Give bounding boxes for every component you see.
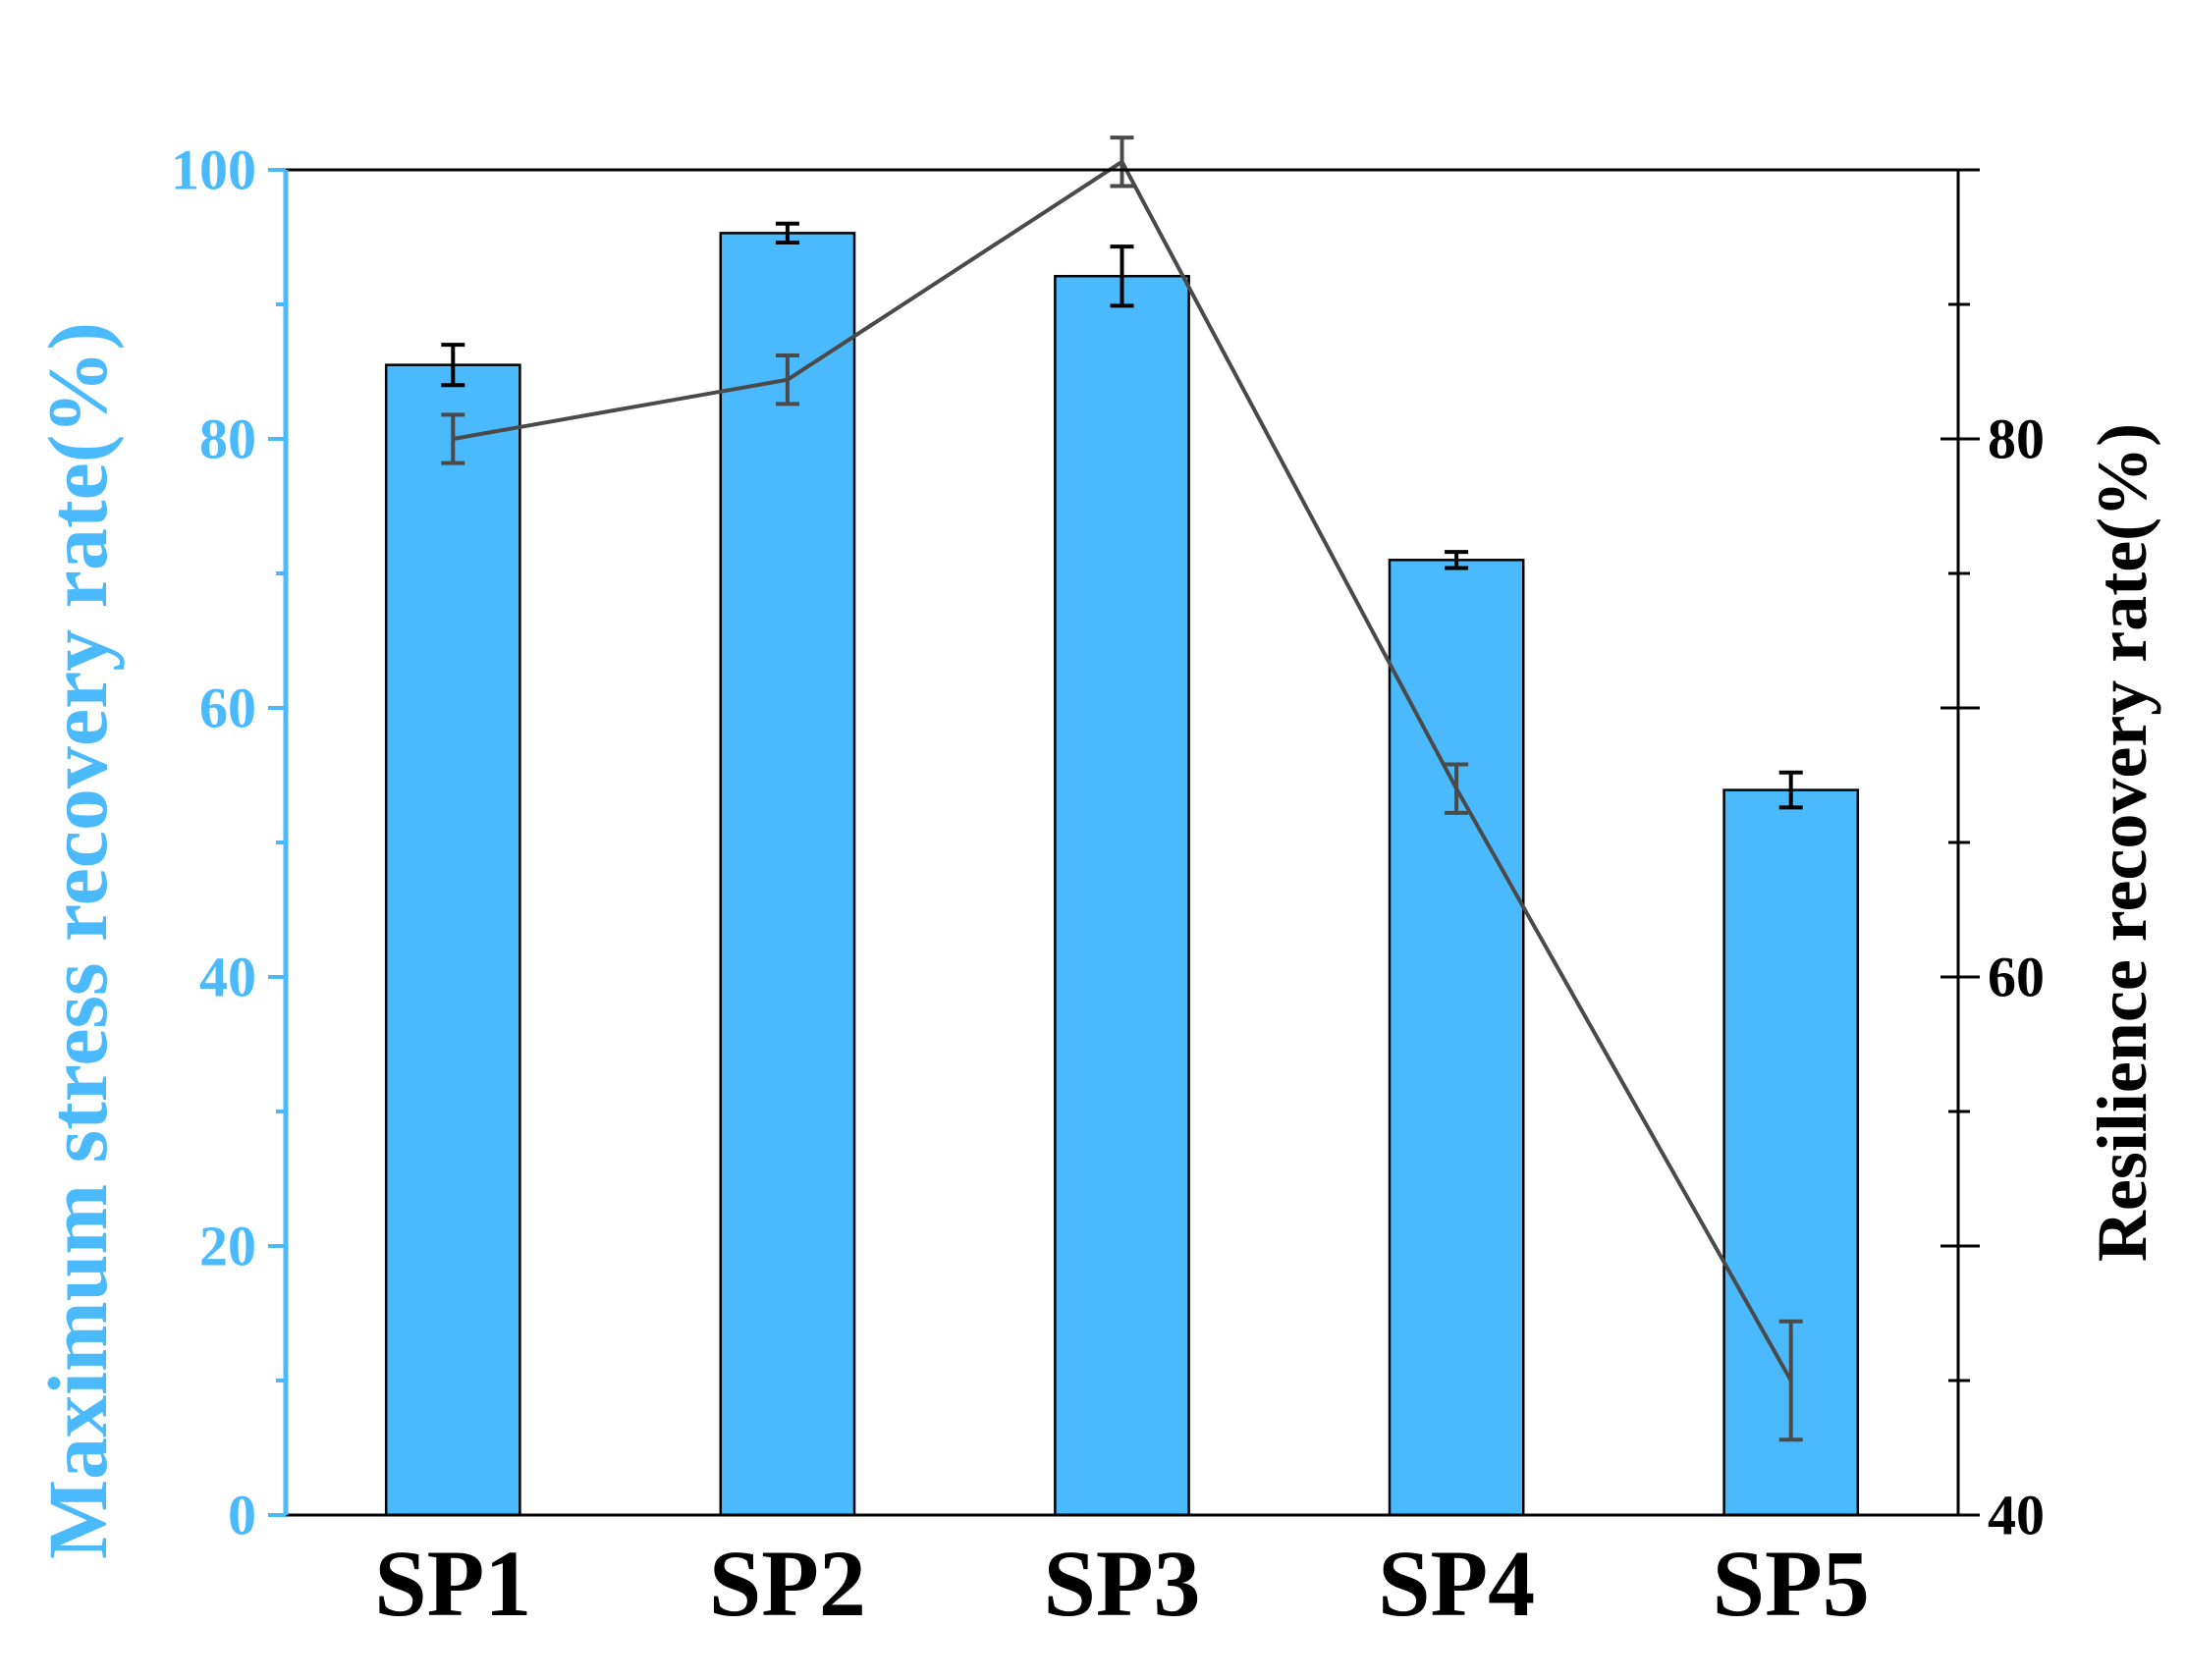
x-category-label: SP1	[374, 1531, 531, 1636]
x-category-label: SP4	[1378, 1531, 1535, 1636]
bars-layer	[384, 232, 1860, 1517]
y-right-tick-label: 40	[1988, 1484, 2045, 1547]
bar-errors-layer	[441, 221, 1803, 810]
bar-SP2	[719, 232, 856, 1517]
x-category-label: SP3	[1043, 1531, 1200, 1636]
y-left-tick-label: 0	[228, 1484, 256, 1547]
y-left-tick-label: 80	[199, 407, 256, 471]
ticks-layer: 0 20 40 60 80 100 40 60 80 SP1 SP2 SP3 SP4 SP5	[171, 138, 2045, 1637]
x-category-label: SP2	[709, 1531, 866, 1636]
line-layer	[441, 135, 1803, 1442]
y-axis-left-label: Maximum stress recovery rate(%)	[30, 322, 125, 1559]
y-left-tick-label: 40	[199, 946, 256, 1009]
y-axis-right-label: Resilience recovery rate(%)	[2083, 423, 2161, 1262]
y-left-tick-label: 60	[199, 677, 256, 740]
y-left-tick-label: 100	[171, 138, 256, 202]
x-category-label: SP5	[1713, 1531, 1870, 1636]
y-right-tick-label: 80	[1988, 407, 2045, 471]
y-right-tick-label: 60	[1988, 946, 2045, 1009]
bar-SP4	[1388, 559, 1525, 1517]
bar-SP1	[384, 363, 521, 1517]
bar-SP3	[1054, 274, 1190, 1517]
y-left-tick-label: 20	[199, 1215, 256, 1278]
